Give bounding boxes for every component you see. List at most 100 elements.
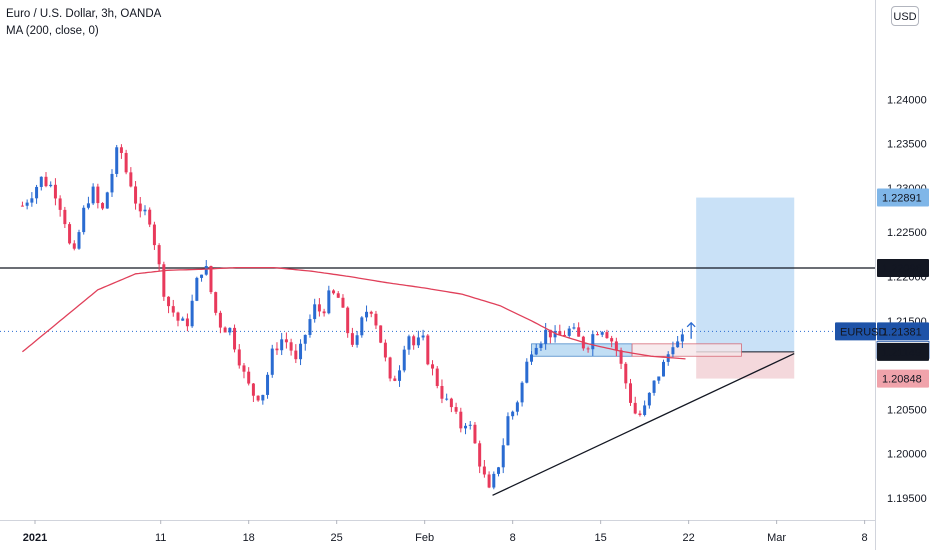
candle-body (525, 361, 529, 383)
moving-average-line (21, 266, 686, 360)
candle-body (332, 290, 336, 294)
candle-body (459, 411, 463, 429)
candle-body (633, 402, 637, 414)
price-label-value: 1.21381 (882, 326, 922, 338)
candle-body (501, 445, 505, 468)
candles (20, 144, 684, 490)
candle-body (322, 311, 326, 314)
y-tick-label: 1.24000 (887, 94, 927, 106)
candle-body (393, 378, 397, 381)
price-label-value: 1.22096 (882, 263, 922, 275)
candle-body (544, 329, 548, 344)
chart-title: Euro / U.S. Dollar, 3h, OANDA (6, 8, 162, 20)
candle-body (261, 394, 265, 401)
candle-body (360, 317, 364, 336)
candle-body (478, 443, 482, 467)
candle-body (591, 334, 595, 350)
candle-body (39, 176, 43, 187)
candle-body (336, 293, 340, 298)
candle-body (374, 313, 378, 326)
candle-body (91, 186, 95, 204)
candle-body (317, 304, 321, 312)
candle-body (299, 343, 303, 360)
candle-body (218, 312, 222, 328)
candle-body (553, 331, 557, 338)
candle-body (308, 319, 312, 335)
candle-body (548, 329, 552, 338)
y-tick-label: 1.20000 (887, 449, 927, 461)
candle-body (101, 203, 105, 209)
candle-body (162, 264, 166, 297)
candle-body (388, 357, 392, 379)
currency-button[interactable]: USD (891, 6, 919, 26)
candle-body (676, 341, 680, 348)
candle-body (129, 172, 133, 187)
candle-body (303, 334, 307, 344)
candle-body (346, 307, 350, 334)
candle-body (68, 224, 72, 244)
candle-body (72, 243, 76, 249)
candle-body (487, 474, 491, 488)
candle-body (82, 207, 86, 233)
indicator-label: MA (200, close, 0) (6, 25, 99, 37)
candle-body (440, 385, 444, 399)
candle-body (190, 300, 194, 327)
x-tick-label: 11 (155, 532, 166, 544)
candle-body (647, 392, 651, 406)
candle-body (355, 335, 359, 345)
candle-body (294, 350, 298, 360)
candle-body (407, 336, 411, 350)
candle-body (534, 347, 538, 355)
candle-body (138, 203, 142, 212)
candle-body (402, 349, 406, 371)
candle-body (148, 209, 152, 225)
candle-body (497, 467, 501, 474)
candle-body (412, 336, 416, 346)
candle-body (600, 332, 604, 335)
price-label-tag (877, 369, 929, 388)
y-tick-label: 1.23500 (887, 139, 927, 151)
candle-body (577, 327, 581, 337)
candle-body (572, 327, 576, 329)
candle-body (464, 425, 468, 429)
candle-body (520, 382, 524, 403)
candle-body (49, 184, 53, 187)
candle-body (449, 398, 453, 408)
candle-body (266, 374, 270, 395)
candle-body (30, 198, 34, 203)
candle-body (284, 339, 288, 343)
candle-body (44, 176, 48, 187)
candle-body (421, 335, 425, 338)
candle-body (115, 147, 119, 174)
candle-body (110, 173, 114, 193)
x-tick-label: Mar (767, 532, 786, 544)
candle-body (506, 416, 510, 446)
y-tick-label: 1.22500 (887, 227, 927, 239)
candle-body (176, 312, 180, 321)
candle-body (280, 339, 284, 351)
candle-body (638, 413, 642, 415)
candle-body (431, 364, 435, 369)
candle-body (605, 332, 609, 339)
candle-body (610, 338, 614, 342)
chart-legend: Euro / U.S. Dollar, 3h, OANDA MA (200, c… (6, 6, 161, 40)
long-position-target-zone[interactable] (696, 197, 795, 352)
candle-body (365, 311, 369, 318)
candle-body (596, 334, 600, 336)
candle-body (379, 325, 383, 343)
candle-body (515, 402, 519, 412)
candle-body (327, 290, 331, 314)
resistance-zone[interactable] (631, 343, 742, 357)
y-tick-label: 1.20500 (887, 404, 927, 416)
candle-body (119, 147, 123, 153)
candle-body (157, 245, 161, 265)
candle-body (251, 383, 255, 396)
candle-body (223, 327, 227, 333)
candle-body (680, 334, 684, 342)
candle-body (228, 327, 232, 333)
candle-body (492, 473, 496, 488)
candle-body (96, 186, 100, 204)
candle-body (143, 209, 147, 212)
trendline[interactable] (492, 352, 795, 496)
